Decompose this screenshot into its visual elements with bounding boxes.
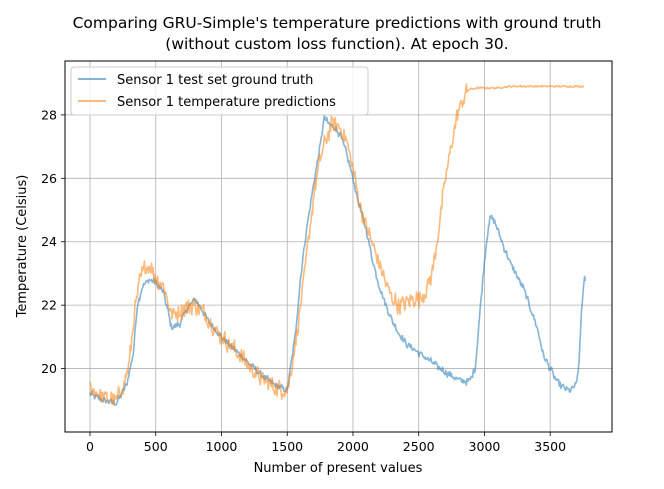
x-tick-label: 500 — [144, 439, 168, 454]
predictions-line — [89, 83, 585, 406]
y-axis-label: Temperature (Celsius) — [15, 175, 30, 319]
y-tick-label: 22 — [41, 298, 57, 313]
legend-label-predictions: Sensor 1 temperature predictions — [117, 95, 336, 110]
x-tick-label: 2000 — [337, 439, 369, 454]
x-tick-label: 1500 — [271, 439, 303, 454]
x-tick-label: 1000 — [206, 439, 238, 454]
x-tick-label: 2500 — [403, 439, 435, 454]
legend: Sensor 1 test set ground truth Sensor 1 … — [70, 66, 369, 116]
x-axis-label: Number of present values — [254, 461, 423, 476]
legend-box — [70, 66, 369, 116]
y-tick-label: 20 — [41, 361, 57, 376]
grid-layer — [65, 61, 612, 432]
tick-layer: 0 500 1000 1500 2000 2500 3000 3500 20 22 24 26 28 — [41, 107, 566, 454]
x-tick-label: 0 — [86, 439, 94, 454]
chart-title: Comparing GRU-Simple's temperature predi… — [73, 14, 602, 32]
chart-subtitle: (without custom loss function). At epoch… — [165, 35, 508, 53]
y-tick-label: 26 — [41, 171, 57, 186]
y-tick-label: 28 — [41, 107, 57, 122]
plot-area-frame — [64, 60, 613, 433]
series-layer — [89, 83, 587, 406]
x-tick-label: 3500 — [534, 439, 566, 454]
legend-label-ground-truth: Sensor 1 test set ground truth — [117, 73, 313, 88]
ground-truth-line — [89, 114, 587, 406]
x-tick-label: 3000 — [469, 439, 501, 454]
y-tick-label: 24 — [41, 234, 57, 249]
